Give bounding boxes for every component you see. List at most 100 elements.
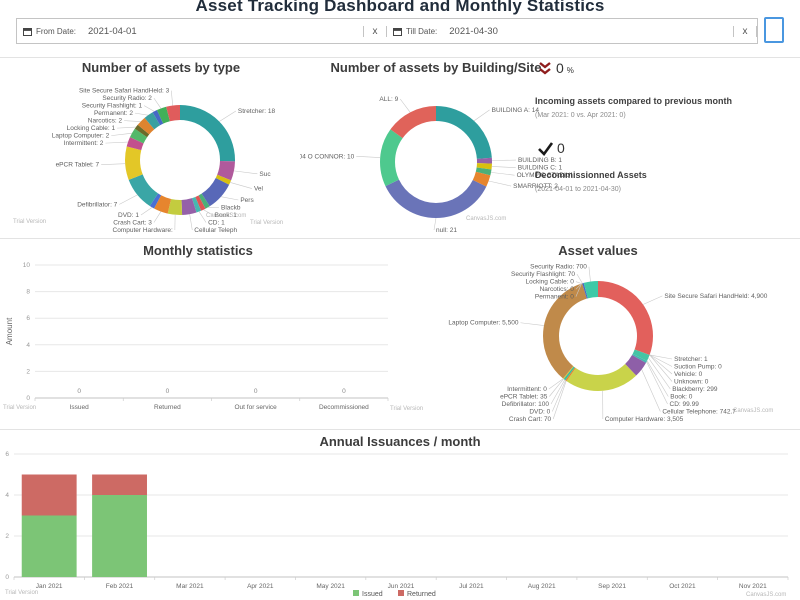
svg-text:Feb 2021: Feb 2021 (106, 583, 134, 590)
svg-text:Blackberry: 299: Blackberry: 299 (672, 386, 718, 393)
canvasjs-watermark[interactable]: CanvasJS.com (746, 592, 787, 598)
till-date-clear-button[interactable]: x (733, 25, 757, 37)
trial-version-watermark: Trial Version (13, 219, 47, 225)
svg-text:Sep 2021: Sep 2021 (598, 583, 626, 590)
date-search-button[interactable] (764, 17, 784, 43)
svg-text:Defibrillator: 100: Defibrillator: 100 (502, 401, 550, 408)
asset-values-chart-section: Asset values Security Radio: 700 Security… (396, 241, 800, 427)
monthly-statistics-bar-chart[interactable]: 0 2 4 6 8 10 Amount Issued 0 Returned 0 Out for ser… (0, 241, 396, 427)
svg-text:Returned: Returned (407, 591, 436, 598)
svg-text:10: 10 (23, 262, 31, 269)
svg-text:Out for service: Out for service (234, 404, 277, 411)
svg-text:CD: 99.99: CD: 99.99 (670, 401, 700, 408)
svg-text:Cellular Teleph: Cellular Teleph (194, 227, 237, 234)
svg-text:Site Secure Safari HandHeld: 3: Site Secure Safari HandHeld: 3 (79, 88, 170, 95)
till-date-label: Till Date: (406, 26, 438, 36)
svg-text:Cellular Telephone: 742.7: Cellular Telephone: 742.7 (662, 409, 736, 416)
assets-by-type-title: Number of assets by type (81, 60, 241, 75)
incoming-assets-unit: % (566, 65, 574, 75)
svg-text:ePCR Tablet: 7: ePCR Tablet: 7 (56, 162, 100, 169)
svg-text:BUILDING A: 14: BUILDING A: 14 (492, 107, 540, 114)
trial-version-watermark: Trial Version (5, 590, 39, 596)
svg-text:BUILDING C: 1: BUILDING C: 1 (518, 165, 563, 172)
svg-text:Apr 2021: Apr 2021 (247, 583, 274, 590)
svg-text:0: 0 (5, 574, 9, 581)
svg-text:Returned: Returned (154, 404, 181, 411)
svg-text:Stretcher: 18: Stretcher: 18 (238, 108, 276, 115)
svg-text:Intermittent: 2: Intermittent: 2 (64, 140, 104, 147)
svg-text:6: 6 (5, 451, 9, 458)
assets-by-building-donut[interactable]: ALL: 9 304 O CONNOR: 10 BUILDING A: 14 BUIL… (295, 58, 584, 238)
svg-text:Mar 2021: Mar 2021 (176, 583, 204, 590)
svg-text:Suction Pump: 0: Suction Pump: 0 (674, 364, 722, 371)
svg-text:SMARRIOTT: 2: SMARRIOTT: 2 (513, 183, 558, 190)
asset-values-title: Asset values (558, 243, 638, 258)
svg-text:Stretcher: 1: Stretcher: 1 (674, 356, 708, 363)
svg-text:Locking Cable: 1: Locking Cable: 1 (67, 125, 116, 132)
till-date-group: Till Date: 2021-04-30 x (387, 19, 757, 43)
svg-text:CD: 1: CD: 1 (208, 220, 225, 227)
svg-text:Unknown: 0: Unknown: 0 (674, 379, 709, 386)
svg-text:OLYMPIC STADIUM: 1: OLYMPIC STADIUM: 1 (517, 172, 572, 179)
page-title: Asset Tracking Dashboard and Monthly Sta… (195, 0, 605, 15)
svg-text:Permanent: 2: Permanent: 2 (94, 110, 133, 117)
from-date-label-cell: From Date: (17, 27, 82, 36)
svg-text:DVD: 1: DVD: 1 (118, 212, 139, 219)
till-date-label-cell: Till Date: (387, 27, 443, 36)
svg-text:Pers: Pers (240, 197, 254, 204)
till-date-input[interactable]: 2021-04-30 (449, 25, 498, 37)
svg-text:6: 6 (26, 315, 30, 322)
svg-text:Laptop Computer: 5,500: Laptop Computer: 5,500 (448, 320, 518, 327)
monthly-statistics-title: Monthly statistics (143, 243, 253, 258)
svg-text:Intermittent: 0: Intermittent: 0 (507, 386, 547, 393)
calendar-icon (23, 27, 32, 36)
divider (0, 429, 800, 430)
svg-text:Blackb: Blackb (221, 205, 241, 212)
svg-text:8: 8 (26, 289, 30, 296)
decommissioned-assets-heading: Decommissionned Assets (535, 170, 647, 180)
svg-text:Computer Hardware:: Computer Hardware: (113, 227, 174, 234)
asset-values-donut[interactable]: Security Radio: 700 Security Flashlight: … (396, 241, 800, 427)
from-date-group: From Date: 2021-04-01 x (17, 19, 387, 43)
svg-text:May 2021: May 2021 (316, 583, 345, 590)
svg-text:0: 0 (342, 388, 346, 395)
svg-text:Crash Cart: 70: Crash Cart: 70 (509, 416, 552, 423)
incoming-assets-heading: Incoming assets compared to previous mon… (535, 96, 733, 106)
canvasjs-watermark[interactable]: CanvasJS.com (733, 408, 774, 414)
svg-text:Jul 2021: Jul 2021 (459, 583, 484, 590)
svg-text:Issued: Issued (70, 404, 90, 411)
trial-version-watermark: Trial Version (390, 406, 424, 412)
svg-text:Permanent: 0: Permanent: 0 (535, 294, 574, 301)
svg-text:0: 0 (166, 388, 170, 395)
svg-text:Locking Cable: 0: Locking Cable: 0 (525, 279, 574, 286)
canvasjs-watermark[interactable]: CanvasJS.com (466, 216, 507, 222)
assets-by-building-chart-section: Number of assets by Building/Site ALL: 9… (295, 58, 584, 238)
svg-text:Security Radio: 700: Security Radio: 700 (530, 264, 587, 271)
check-icon (538, 141, 554, 156)
svg-text:Suc: Suc (259, 171, 271, 178)
svg-text:0: 0 (26, 395, 30, 402)
svg-text:4: 4 (5, 492, 9, 499)
svg-text:Oct 2021: Oct 2021 (669, 583, 696, 590)
annual-issuances-bar-chart[interactable]: 0 2 4 6 Jan 2021 Feb 2021 Mar 2021 Apr 2021 May … (0, 432, 800, 600)
monthly-statistics-chart-section: Monthly statistics 0 2 4 6 8 10 Amount Issued 0 R… (0, 241, 396, 427)
double-chevron-down-icon (539, 61, 551, 75)
svg-text:Defibrillator: 7: Defibrillator: 7 (77, 201, 117, 208)
svg-text:Security Flashlight: 70: Security Flashlight: 70 (511, 271, 575, 278)
incoming-assets-detail: (Mar 2021: 0 vs. Apr 2021: 0) (535, 112, 626, 119)
incoming-assets-value: 0 (556, 60, 564, 76)
svg-text:Narcotics: 2: Narcotics: 2 (88, 118, 123, 125)
svg-text:Jun 2021: Jun 2021 (388, 583, 415, 590)
assets-by-type-donut[interactable]: Site Secure Safari HandHeld: 3 Security R… (0, 58, 322, 238)
svg-text:DVD: 0: DVD: 0 (529, 409, 550, 416)
svg-text:Vel: Vel (254, 186, 264, 193)
svg-text:Book: 0: Book: 0 (670, 394, 692, 401)
trial-version-watermark: Trial Version (250, 220, 284, 226)
svg-text:0: 0 (254, 388, 258, 395)
svg-text:Security Flashlight: 1: Security Flashlight: 1 (82, 103, 143, 110)
svg-text:Crash Cart: 3: Crash Cart: 3 (113, 220, 152, 227)
from-date-input[interactable]: 2021-04-01 (88, 25, 137, 37)
canvasjs-watermark[interactable]: CanvasJS.com (206, 213, 247, 219)
from-date-clear-button[interactable]: x (363, 25, 387, 37)
svg-text:Amount: Amount (5, 317, 14, 345)
